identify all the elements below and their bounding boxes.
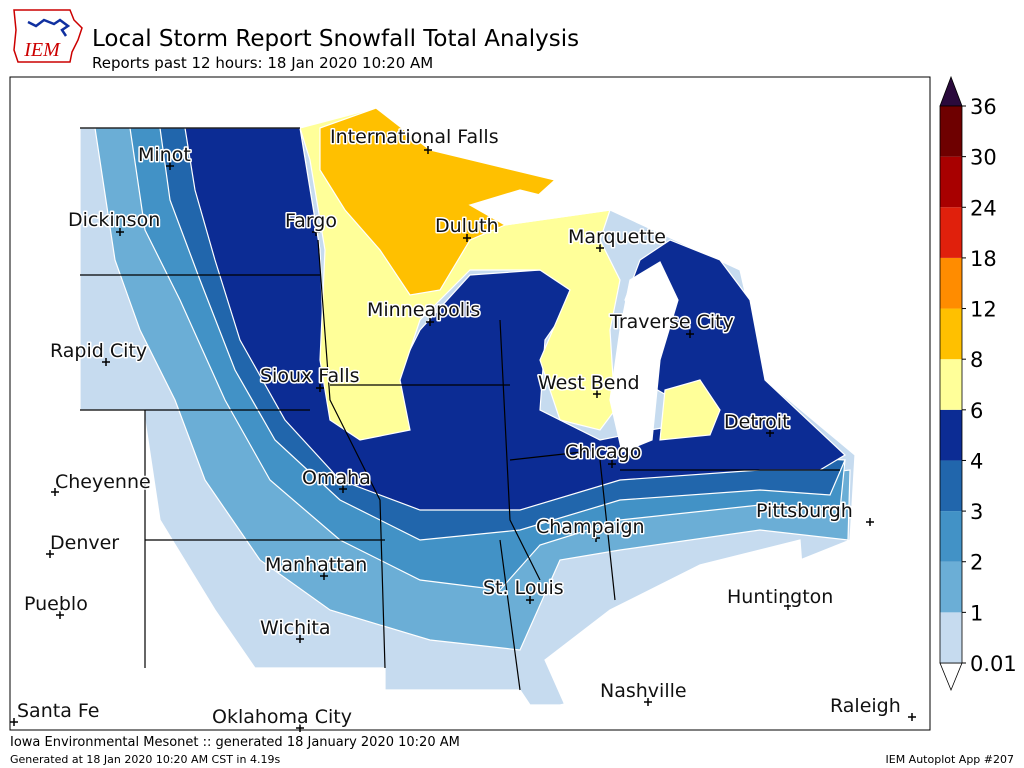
snow-zone: [544, 539, 809, 706]
city-labels: International Falls Minot Dickinson Fargo Du…: [10, 125, 916, 732]
city-label: St. Louis: [483, 577, 564, 599]
snow-zone: [468, 189, 611, 226]
colorbar-label: 12: [970, 298, 997, 322]
city-marker: [296, 635, 304, 643]
city-label: Chicago: [565, 441, 641, 463]
city-marker: [596, 244, 604, 252]
city-label: Marquette: [568, 226, 666, 248]
colorbar-over: [939, 75, 963, 107]
footer-generated: Generated at 18 Jan 2020 10:20 AM CST in…: [10, 753, 280, 766]
city-marker: [766, 429, 774, 437]
state-borders: [80, 127, 840, 691]
city-label: Santa Fe: [17, 700, 99, 722]
city-label: Raleigh: [830, 695, 901, 717]
city-label: Denver: [50, 532, 119, 554]
footer-source: Iowa Environmental Mesonet :: generated …: [10, 735, 460, 750]
city-marker: [426, 318, 434, 326]
city-marker: [316, 384, 324, 392]
snow-zone: [609, 261, 679, 453]
city-label: Duluth: [435, 215, 499, 237]
city-label: Fargo: [285, 210, 337, 232]
colorbar-band: [940, 207, 962, 258]
city-marker: [51, 488, 59, 496]
city-marker: [593, 390, 601, 398]
snow-zone: [99, 409, 257, 669]
city-marker: [592, 534, 600, 542]
city-label: Minneapolis: [367, 299, 480, 321]
city-label: Pittsburgh: [756, 500, 853, 522]
city-marker: [102, 358, 110, 366]
city-marker: [339, 485, 347, 493]
city-label: Omaha: [302, 467, 371, 489]
logo: IEM: [13, 9, 83, 63]
colorbar-band: [940, 511, 962, 562]
colorbar-band: [940, 106, 962, 157]
snow-zone: [319, 107, 557, 296]
city-label: Minot: [138, 144, 191, 166]
colorbar-band: [940, 561, 962, 613]
city-label: Champaign: [536, 516, 645, 538]
city-marker: [784, 602, 792, 610]
logo-text: IEM: [23, 39, 61, 61]
city-label: Traverse City: [609, 311, 734, 333]
subtitle: Reports past 12 hours: 18 Jan 2020 10:20…: [92, 54, 433, 72]
colorbar-under: [939, 662, 963, 692]
footer-app: IEM Autoplot App #207: [886, 753, 1015, 766]
city-marker: [116, 228, 124, 236]
city-label: Manhattan: [265, 554, 367, 576]
city-marker: [424, 146, 432, 154]
city-label: International Falls: [330, 126, 499, 148]
title: Local Storm Report Snowfall Total Analys…: [92, 26, 579, 52]
colorbar-label: 0.01: [970, 652, 1017, 676]
city-marker: [320, 572, 328, 580]
city-marker: [526, 596, 534, 604]
city-label: West Bend: [538, 372, 640, 394]
snow-zones: [79, 107, 856, 706]
city-marker: [46, 550, 54, 558]
city-marker: [296, 724, 304, 732]
city-marker: [908, 713, 916, 721]
colorbar-band: [940, 409, 962, 461]
city-marker: [686, 330, 694, 338]
city-label: Detroit: [724, 411, 790, 433]
city-label: Huntington: [727, 586, 833, 608]
colorbar-band: [940, 156, 962, 208]
colorbar-band: [940, 612, 962, 663]
city-marker: [10, 718, 18, 726]
city-label: Oklahoma City: [212, 706, 352, 728]
colorbar-label: 24: [970, 196, 997, 220]
colorbar-band: [940, 460, 962, 512]
colorbar-label: 18: [970, 247, 997, 271]
city-marker: [166, 162, 174, 170]
colorbar-label: 2: [970, 551, 983, 575]
colorbar-label: 3: [970, 500, 983, 524]
city-label: Nashville: [600, 680, 687, 702]
city-marker: [644, 698, 652, 706]
city-label: Wichita: [260, 617, 331, 639]
city-marker: [312, 228, 320, 236]
city-marker: [463, 234, 471, 242]
colorbar-band: [940, 257, 962, 309]
city-label: Sioux Falls: [260, 365, 360, 387]
colorbar-label: 36: [970, 95, 997, 119]
colorbar-band: [940, 308, 962, 360]
colorbar-label: 1: [970, 601, 983, 625]
city-label: Rapid City: [50, 340, 147, 362]
city-label: Dickinson: [68, 209, 160, 231]
colorbar-label: 6: [970, 399, 983, 423]
city-marker: [866, 518, 874, 526]
city-label: Cheyenne: [55, 471, 151, 493]
snow-zone: [659, 379, 721, 441]
colorbar-band: [940, 359, 962, 410]
city-label: Pueblo: [24, 593, 88, 615]
colorbar-frame: [939, 105, 963, 664]
city-marker: [56, 611, 64, 619]
city-marker: [608, 460, 616, 468]
colorbar-label: 8: [970, 348, 983, 372]
colorbar-label: 30: [970, 146, 997, 170]
colorbar-label: 4: [970, 449, 983, 473]
